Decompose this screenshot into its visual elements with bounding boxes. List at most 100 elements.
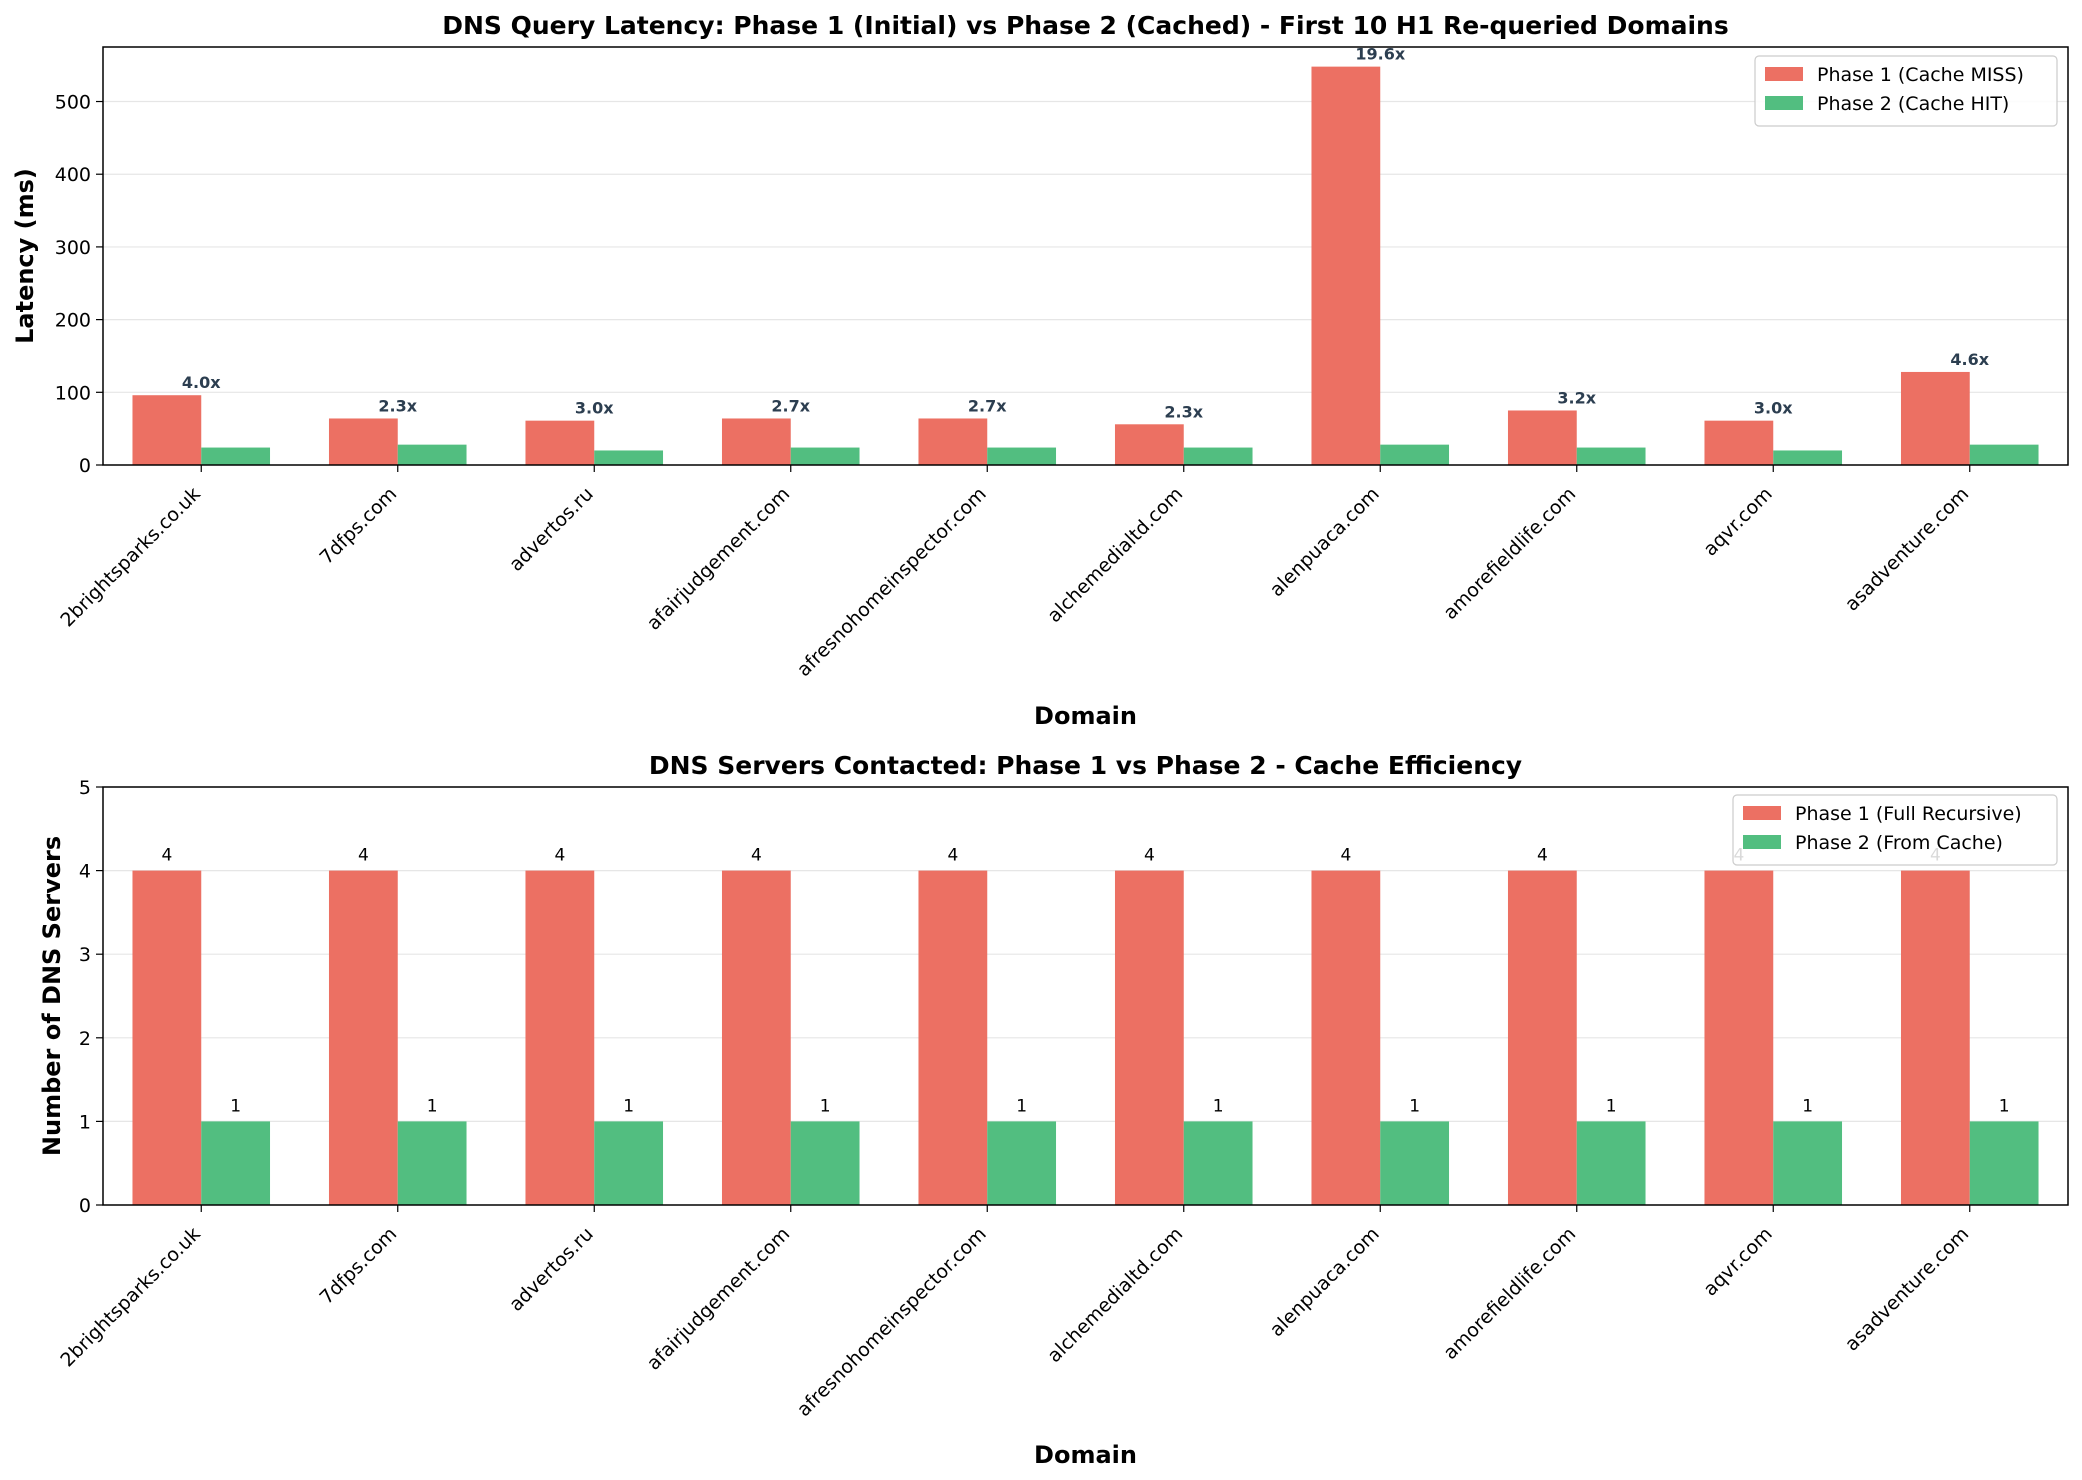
x-axis-label: Domain — [1034, 702, 1137, 730]
value-label: 1 — [820, 1096, 831, 1116]
speedup-label: 2.7x — [771, 396, 810, 415]
y-tick-label: 300 — [55, 237, 91, 259]
axes-frame — [102, 786, 2069, 1206]
speedup-label: 3.0x — [1754, 399, 1793, 418]
bar-phase2 — [397, 1121, 467, 1205]
y-tick-label: 2 — [79, 1028, 91, 1050]
x-tick-label: afresnohomeinspector.com — [793, 1223, 991, 1421]
bar-phase1 — [328, 870, 398, 1205]
y-tick-label: 500 — [55, 92, 91, 114]
x-tick-label: asadventure.com — [1841, 1223, 1974, 1356]
value-label: 4 — [947, 846, 958, 866]
y-tick-label: 400 — [55, 164, 91, 186]
x-tick-label: amorefieldlife.com — [1439, 1223, 1580, 1364]
bar-phase2 — [201, 1121, 271, 1205]
y-tick-label: 0 — [79, 455, 91, 477]
legend-swatch — [1743, 806, 1781, 820]
x-tick-label: 7dfps.com — [315, 483, 401, 569]
latency-chart: 4.0x 2brightsparks.co.uk 2.3x 7dfps.com 3.0x… — [11, 11, 2069, 730]
value-label: 1 — [1999, 1096, 2010, 1116]
dns-servers-chart: 4 1 2brightsparks.co.uk 4 1 7dfps.com 4 1 advert… — [38, 751, 2069, 1469]
y-tick-label: 0 — [79, 1195, 91, 1217]
bar-phase1 — [132, 395, 202, 465]
legend-label: Phase 1 (Cache MISS) — [1817, 64, 2024, 86]
value-label: 4 — [1537, 846, 1548, 866]
x-tick-label: alenpuaca.com — [1266, 1223, 1384, 1341]
bar-phase1 — [721, 870, 791, 1205]
value-label: 4 — [751, 846, 762, 866]
speedup-label: 2.7x — [968, 396, 1007, 415]
legend-box — [1754, 55, 2058, 127]
x-tick-label: aqvr.com — [1699, 483, 1777, 561]
y-tick-label: 1 — [79, 1111, 91, 1133]
value-label: 1 — [230, 1096, 241, 1116]
speedup-label: 3.2x — [1557, 388, 1596, 407]
bar-phase2 — [1183, 1121, 1253, 1205]
x-tick-label: advertos.ru — [505, 483, 598, 576]
bar-phase1 — [918, 870, 988, 1205]
value-label: 1 — [1409, 1096, 1420, 1116]
speedup-label: 2.3x — [378, 396, 417, 415]
value-label: 1 — [1016, 1096, 1027, 1116]
bar-phase2 — [1576, 1121, 1646, 1205]
speedup-label: 4.0x — [182, 373, 221, 392]
x-tick-label: asadventure.com — [1841, 483, 1974, 616]
legend-swatch — [1765, 67, 1803, 81]
bar-phase2 — [201, 447, 271, 465]
bar-phase2 — [594, 1121, 664, 1205]
bar-phase1 — [918, 418, 988, 465]
bar-phase1 — [132, 870, 202, 1205]
x-tick-label: amorefieldlife.com — [1439, 483, 1580, 624]
y-axis-label: Latency (ms) — [11, 168, 39, 344]
legend-box — [1732, 794, 2058, 866]
bar-phase1 — [525, 420, 595, 465]
bar-phase1 — [1704, 420, 1774, 465]
bar-phase1 — [721, 418, 791, 465]
bar-phase2 — [790, 447, 860, 465]
value-label: 1 — [623, 1096, 634, 1116]
legend-swatch — [1743, 835, 1781, 849]
bar-phase2 — [1380, 444, 1450, 465]
legend-label: Phase 1 (Full Recursive) — [1795, 803, 2022, 825]
bar-phase2 — [1969, 444, 2039, 465]
x-tick-label: alchemedialtd.com — [1043, 483, 1187, 627]
bar-phase1 — [1704, 870, 1774, 1205]
bar-phase2 — [1380, 1121, 1450, 1205]
bar-phase2 — [1773, 1121, 1843, 1205]
x-tick-label: aqvr.com — [1699, 1223, 1777, 1301]
x-tick-label: alenpuaca.com — [1266, 483, 1384, 601]
x-tick-label: afairjudgement.com — [643, 1223, 795, 1375]
value-label: 4 — [358, 846, 369, 866]
bar-phase1 — [328, 418, 398, 465]
bar-phase2 — [1969, 1121, 2039, 1205]
bar-phase2 — [790, 1121, 860, 1205]
bar-phase1 — [1900, 371, 1970, 465]
speedup-label: 4.6x — [1950, 350, 1989, 369]
y-tick-label: 3 — [79, 944, 91, 966]
y-tick-label: 200 — [55, 310, 91, 332]
bar-phase2 — [594, 450, 664, 465]
speedup-label: 3.0x — [575, 399, 614, 418]
bar-phase2 — [1183, 447, 1253, 465]
x-tick-label: advertos.ru — [505, 1223, 598, 1316]
x-tick-label: 7dfps.com — [315, 1223, 401, 1309]
bar-phase2 — [1576, 447, 1646, 465]
y-tick-label: 4 — [79, 861, 91, 883]
bar-phase1 — [1114, 424, 1184, 465]
x-tick-label: 2brightsparks.co.uk — [56, 483, 204, 631]
value-label: 1 — [427, 1096, 438, 1116]
value-label: 1 — [1606, 1096, 1617, 1116]
chart-title: DNS Servers Contacted: Phase 1 vs Phase … — [649, 751, 1522, 780]
bar-phase1 — [1900, 870, 1970, 1205]
bar-phase1 — [1507, 870, 1577, 1205]
value-label: 4 — [161, 846, 172, 866]
legend: Phase 1 (Full Recursive) Phase 2 (From Ca… — [1732, 794, 2058, 866]
speedup-label: 19.6x — [1355, 45, 1405, 64]
x-tick-label: 2brightsparks.co.uk — [56, 1223, 204, 1371]
value-label: 1 — [1213, 1096, 1224, 1116]
legend-swatch — [1765, 96, 1803, 110]
bar-phase2 — [987, 1121, 1057, 1205]
bar-phase1 — [525, 870, 595, 1205]
x-tick-label: afresnohomeinspector.com — [793, 483, 991, 681]
x-tick-label: afairjudgement.com — [643, 483, 795, 635]
